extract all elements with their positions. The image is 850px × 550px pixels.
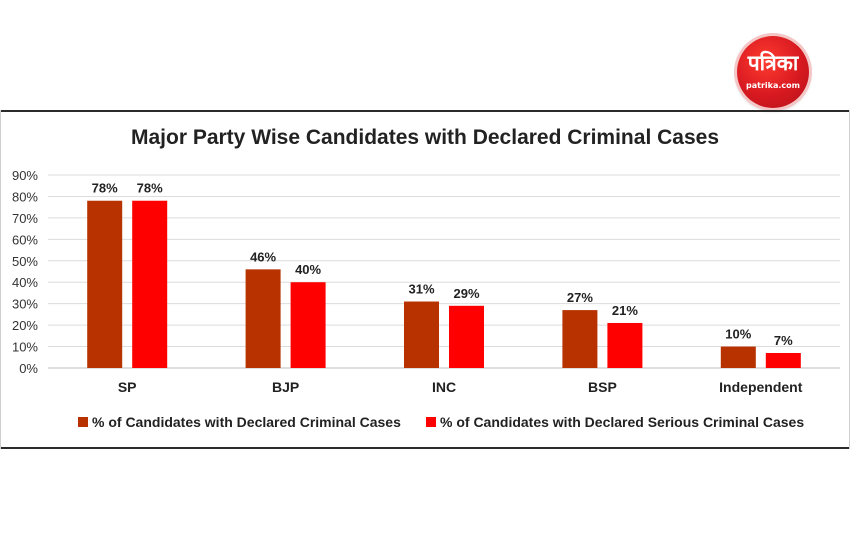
legend-swatch bbox=[426, 417, 436, 427]
bar bbox=[607, 322, 643, 368]
y-tick-label: 50% bbox=[12, 254, 38, 269]
data-label: 78% bbox=[137, 181, 163, 196]
legend-label: % of Candidates with Declared Serious Cr… bbox=[440, 414, 805, 430]
data-label: 27% bbox=[567, 290, 593, 305]
bar bbox=[132, 200, 168, 368]
frame-bottom-border bbox=[0, 447, 850, 449]
data-label: 10% bbox=[725, 327, 751, 342]
bar bbox=[720, 346, 756, 368]
y-tick-label: 30% bbox=[12, 297, 38, 312]
y-tick-label: 0% bbox=[19, 361, 38, 376]
legend-label: % of Candidates with Declared Criminal C… bbox=[92, 414, 401, 430]
y-tick-label: 70% bbox=[12, 211, 38, 226]
x-tick-label: SP bbox=[118, 379, 137, 395]
bar bbox=[765, 352, 801, 368]
x-tick-label: Independent bbox=[719, 379, 803, 395]
bar bbox=[449, 305, 484, 368]
y-tick-label: 60% bbox=[12, 232, 38, 247]
patrika-logo: पत्रिका patrika.com bbox=[737, 36, 809, 108]
bar bbox=[245, 269, 281, 368]
data-label: 40% bbox=[295, 262, 321, 277]
frame-top-border bbox=[0, 110, 850, 112]
legend-item: % of Candidates with Declared Serious Cr… bbox=[426, 414, 804, 430]
logo-sub-text: patrika.com bbox=[746, 81, 800, 90]
chart-legend: % of Candidates with Declared Criminal C… bbox=[78, 414, 818, 434]
chart-title: Major Party Wise Candidates with Declare… bbox=[130, 126, 719, 149]
bar bbox=[290, 282, 326, 368]
frame-left-border bbox=[0, 110, 1, 449]
legend-item: % of Candidates with Declared Criminal C… bbox=[78, 414, 401, 430]
x-tick-label: INC bbox=[432, 379, 456, 395]
data-label: 29% bbox=[453, 286, 479, 301]
x-tick-label: BJP bbox=[272, 379, 299, 395]
data-label: 46% bbox=[250, 249, 276, 264]
data-label: 78% bbox=[92, 181, 118, 196]
y-tick-label: 20% bbox=[12, 318, 38, 333]
bar bbox=[87, 200, 123, 368]
logo-main-text: पत्रिका bbox=[747, 51, 799, 75]
legend-swatch bbox=[78, 417, 88, 427]
y-tick-label: 10% bbox=[12, 340, 38, 355]
y-tick-label: 40% bbox=[12, 275, 38, 290]
data-label: 31% bbox=[408, 282, 434, 297]
data-label: 21% bbox=[612, 303, 638, 318]
data-label: 7% bbox=[774, 333, 793, 348]
bar bbox=[404, 301, 439, 368]
x-tick-label: BSP bbox=[588, 379, 617, 395]
bar bbox=[562, 310, 598, 368]
y-tick-label: 90% bbox=[12, 168, 38, 183]
y-tick-label: 80% bbox=[12, 189, 38, 204]
